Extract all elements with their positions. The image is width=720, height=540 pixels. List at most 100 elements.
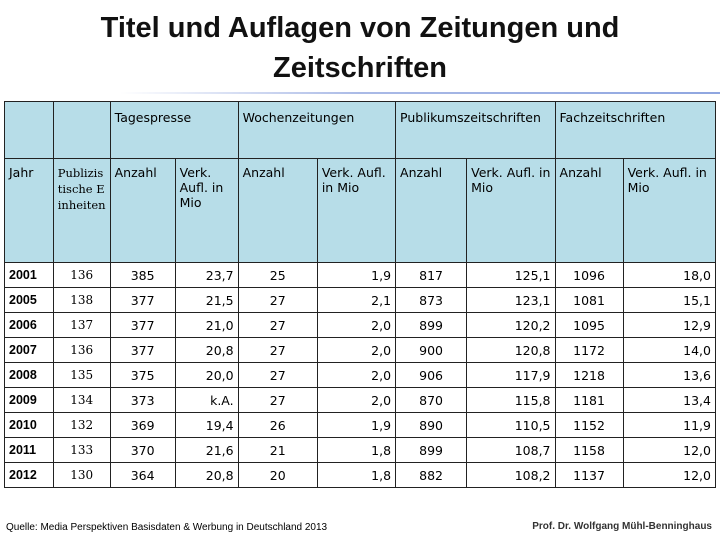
cell-publizistische-einheiten: 133 bbox=[52, 437, 111, 463]
cell-fach-verk-aufl: 15,1 bbox=[622, 287, 717, 313]
page-title: Titel und Auflagen von Zeitungen und Zei… bbox=[100, 12, 620, 84]
cell-publikum-verk-aufl: 117,9 bbox=[466, 362, 556, 388]
header-tages-verk-aufl: Verk. Aufl. in Mio bbox=[174, 158, 239, 263]
cell-publizistische-einheiten: 134 bbox=[52, 387, 111, 413]
cell-fach-verk-aufl: 13,4 bbox=[622, 387, 717, 413]
cell-woche-anzahl: 20 bbox=[237, 462, 318, 488]
cell-publikum-verk-aufl: 110,5 bbox=[466, 412, 556, 438]
cell-year: 2009 bbox=[4, 387, 54, 413]
table-row: 2012 130 364 20,8 20 1,8 882 108,2 1137 12,0 bbox=[4, 462, 717, 488]
cell-tages-anzahl: 369 bbox=[109, 412, 176, 438]
cell-fach-anzahl: 1158 bbox=[554, 437, 624, 463]
cell-tages-anzahl: 385 bbox=[109, 262, 176, 288]
cell-tages-anzahl: 364 bbox=[109, 462, 176, 488]
sub-header-row: Jahr Publizistische Einheiten Anzahl Ver… bbox=[4, 158, 717, 263]
cell-woche-verk-aufl: 2,1 bbox=[316, 287, 397, 313]
title-divider bbox=[120, 92, 720, 94]
table-row: 2006 137 377 21,0 27 2,0 899 120,2 1095 12,9 bbox=[4, 312, 717, 338]
cell-tages-verk-aufl: 19,4 bbox=[174, 412, 239, 438]
cell-publikum-anzahl: 900 bbox=[395, 337, 468, 363]
cell-woche-verk-aufl: 2,0 bbox=[316, 312, 397, 338]
cell-woche-anzahl: 27 bbox=[237, 312, 318, 338]
header-fach-anzahl: Anzahl bbox=[554, 158, 624, 263]
table-row: 2008 135 375 20,0 27 2,0 906 117,9 1218 13,6 bbox=[4, 362, 717, 388]
cell-tages-verk-aufl: k.A. bbox=[174, 387, 239, 413]
cell-year: 2007 bbox=[4, 337, 54, 363]
cell-tages-anzahl: 377 bbox=[109, 287, 176, 313]
cell-woche-verk-aufl: 1,8 bbox=[316, 437, 397, 463]
source-note: Quelle: Media Perspektiven Basisdaten & … bbox=[6, 522, 328, 533]
cell-tages-verk-aufl: 20,8 bbox=[174, 337, 239, 363]
cell-tages-anzahl: 375 bbox=[109, 362, 176, 388]
cell-fach-verk-aufl: 18,0 bbox=[622, 262, 717, 288]
table-row: 2005 138 377 21,5 27 2,1 873 123,1 1081 15,1 bbox=[4, 287, 717, 313]
group-header-fachzeitschriften: Fachzeitschriften bbox=[554, 101, 717, 159]
cell-publikum-verk-aufl: 120,8 bbox=[466, 337, 556, 363]
group-header-tagespresse: Tagespresse bbox=[109, 101, 239, 159]
cell-woche-anzahl: 27 bbox=[237, 337, 318, 363]
cell-publizistische-einheiten: 136 bbox=[52, 262, 111, 288]
header-fach-verk-aufl: Verk. Aufl. in Mio bbox=[622, 158, 717, 263]
header-empty-cell bbox=[4, 101, 54, 159]
cell-fach-verk-aufl: 12,0 bbox=[622, 437, 717, 463]
cell-publikum-anzahl: 882 bbox=[395, 462, 468, 488]
cell-publizistische-einheiten: 135 bbox=[52, 362, 111, 388]
data-table: Tagespresse Wochenzeitungen Publikumszei… bbox=[4, 101, 717, 488]
cell-woche-verk-aufl: 2,0 bbox=[316, 387, 397, 413]
cell-tages-verk-aufl: 20,0 bbox=[174, 362, 239, 388]
cell-publikum-verk-aufl: 108,7 bbox=[466, 437, 556, 463]
cell-woche-anzahl: 27 bbox=[237, 387, 318, 413]
header-woche-verk-aufl: Verk. Aufl. in Mio bbox=[316, 158, 397, 263]
cell-fach-anzahl: 1181 bbox=[554, 387, 624, 413]
header-jahr: Jahr bbox=[4, 158, 54, 263]
table-row: 2010 132 369 19,4 26 1,9 890 110,5 1152 11,9 bbox=[4, 412, 717, 438]
cell-year: 2012 bbox=[4, 462, 54, 488]
header-woche-anzahl: Anzahl bbox=[237, 158, 318, 263]
cell-year: 2005 bbox=[4, 287, 54, 313]
cell-year: 2001 bbox=[4, 262, 54, 288]
header-tages-anzahl: Anzahl bbox=[109, 158, 176, 263]
cell-publikum-verk-aufl: 115,8 bbox=[466, 387, 556, 413]
cell-fach-anzahl: 1095 bbox=[554, 312, 624, 338]
cell-fach-anzahl: 1137 bbox=[554, 462, 624, 488]
cell-publizistische-einheiten: 130 bbox=[52, 462, 111, 488]
cell-fach-anzahl: 1081 bbox=[554, 287, 624, 313]
header-publikum-verk-aufl: Verk. Aufl. in Mio bbox=[466, 158, 556, 263]
cell-publizistische-einheiten: 138 bbox=[52, 287, 111, 313]
cell-publizistische-einheiten: 137 bbox=[52, 312, 111, 338]
cell-woche-verk-aufl: 1,8 bbox=[316, 462, 397, 488]
cell-woche-verk-aufl: 2,0 bbox=[316, 337, 397, 363]
cell-publikum-anzahl: 906 bbox=[395, 362, 468, 388]
cell-fach-verk-aufl: 14,0 bbox=[622, 337, 717, 363]
cell-publikum-verk-aufl: 123,1 bbox=[466, 287, 556, 313]
cell-tages-anzahl: 370 bbox=[109, 437, 176, 463]
table-row: 2001 136 385 23,7 25 1,9 817 125,1 1096 18,0 bbox=[4, 262, 717, 288]
cell-publikum-anzahl: 873 bbox=[395, 287, 468, 313]
cell-tages-verk-aufl: 21,5 bbox=[174, 287, 239, 313]
cell-woche-anzahl: 21 bbox=[237, 437, 318, 463]
cell-tages-anzahl: 377 bbox=[109, 312, 176, 338]
cell-woche-verk-aufl: 1,9 bbox=[316, 412, 397, 438]
header-publizistische-einheiten: Publizistische Einheiten bbox=[52, 158, 111, 263]
cell-publikum-anzahl: 899 bbox=[395, 437, 468, 463]
table-row: 2009 134 373 k.A. 27 2,0 870 115,8 1181 13,4 bbox=[4, 387, 717, 413]
cell-tages-verk-aufl: 21,6 bbox=[174, 437, 239, 463]
author-credit: Prof. Dr. Wolfgang Mühl-Benninghaus bbox=[532, 521, 712, 532]
table-row: 2007 136 377 20,8 27 2,0 900 120,8 1172 14,0 bbox=[4, 337, 717, 363]
cell-woche-anzahl: 26 bbox=[237, 412, 318, 438]
cell-publikum-verk-aufl: 108,2 bbox=[466, 462, 556, 488]
cell-fach-anzahl: 1218 bbox=[554, 362, 624, 388]
cell-fach-verk-aufl: 11,9 bbox=[622, 412, 717, 438]
cell-year: 2006 bbox=[4, 312, 54, 338]
group-header-wochenzeitungen: Wochenzeitungen bbox=[237, 101, 397, 159]
cell-year: 2010 bbox=[4, 412, 54, 438]
header-publikum-anzahl: Anzahl bbox=[395, 158, 468, 263]
cell-woche-anzahl: 27 bbox=[237, 287, 318, 313]
cell-year: 2011 bbox=[4, 437, 54, 463]
table-row: 2011 133 370 21,6 21 1,8 899 108,7 1158 12,0 bbox=[4, 437, 717, 463]
group-header-publikumszeitschriften: Publikumszeitschriften bbox=[395, 101, 556, 159]
cell-tages-verk-aufl: 20,8 bbox=[174, 462, 239, 488]
group-header-row: Tagespresse Wochenzeitungen Publikumszei… bbox=[4, 101, 717, 159]
cell-fach-verk-aufl: 12,9 bbox=[622, 312, 717, 338]
cell-fach-anzahl: 1172 bbox=[554, 337, 624, 363]
